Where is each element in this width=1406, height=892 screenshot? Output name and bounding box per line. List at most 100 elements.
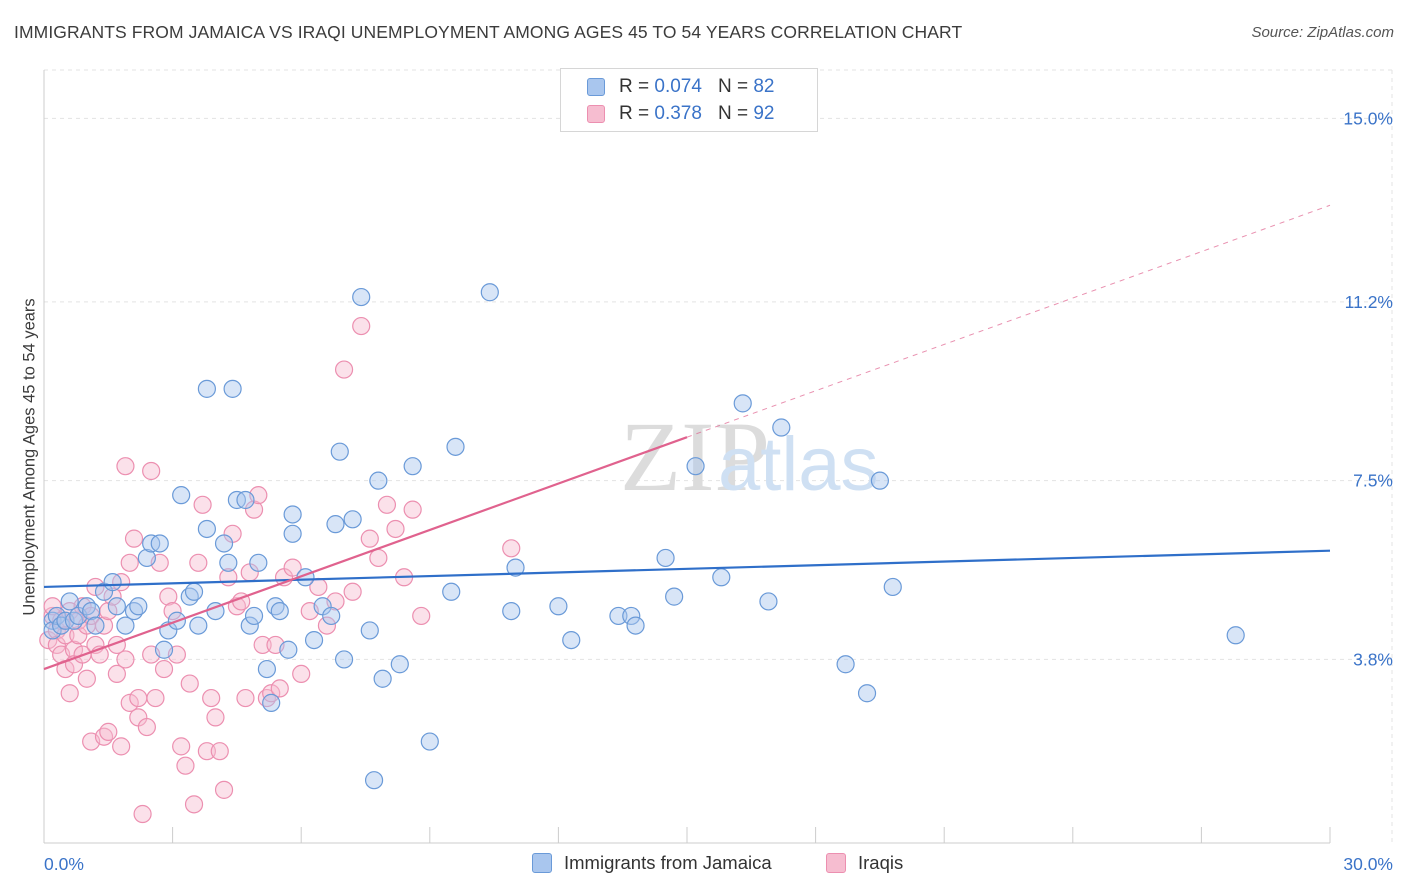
chart-title: IMMIGRANTS FROM JAMAICA VS IRAQI UNEMPLO… bbox=[14, 22, 963, 42]
x-tick-label-min: 0.0% bbox=[44, 854, 84, 874]
jamaica-point bbox=[86, 616, 105, 635]
jamaica-point bbox=[352, 287, 371, 307]
jamaica-point bbox=[304, 630, 324, 650]
jamaica-point bbox=[1226, 626, 1245, 645]
iraqis-point bbox=[124, 529, 144, 548]
jamaica-point bbox=[262, 693, 281, 712]
jamaica-point bbox=[334, 650, 354, 669]
legend-r-value: 0.074 bbox=[654, 76, 702, 97]
iraqis-point bbox=[154, 659, 174, 679]
jamaica-point bbox=[60, 592, 79, 611]
jamaica-point bbox=[116, 616, 135, 635]
jamaica-point bbox=[270, 601, 289, 621]
iraqis-point bbox=[146, 688, 165, 708]
jamaica-point bbox=[214, 534, 234, 553]
jamaica-point bbox=[446, 437, 465, 456]
iraqis-trend-extension bbox=[686, 204, 1331, 438]
legend-item-iraqis: Iraqis bbox=[826, 852, 903, 874]
trend-lines bbox=[43, 204, 1331, 671]
source-label: Source: ZipAtlas.com bbox=[1251, 24, 1394, 41]
iraqis-point bbox=[214, 780, 234, 799]
gridlines bbox=[44, 69, 1393, 843]
iraqis-point bbox=[253, 635, 272, 655]
iraqis-point bbox=[386, 519, 405, 539]
jamaica-point bbox=[172, 486, 191, 505]
axes bbox=[43, 70, 1331, 844]
iraqis-point bbox=[142, 461, 161, 481]
jamaica-point bbox=[189, 616, 208, 635]
jamaica-point bbox=[549, 597, 568, 616]
jamaica-point bbox=[236, 490, 255, 510]
legend-n-value: 82 bbox=[753, 76, 775, 97]
iraqis-trend-line bbox=[43, 436, 688, 671]
iraqis-point bbox=[116, 457, 135, 476]
legend-row-iraqis: R = 0.378 N = 92 bbox=[587, 102, 774, 126]
jamaica-point bbox=[622, 606, 641, 626]
jamaica-point bbox=[442, 582, 461, 601]
jamaica-point bbox=[364, 771, 384, 790]
jamaica-point bbox=[283, 524, 302, 543]
iraqis-point bbox=[77, 669, 96, 688]
legend-row-jamaica: R = 0.074 N = 82 bbox=[587, 75, 774, 99]
jamaica-point bbox=[562, 630, 581, 650]
jamaica-point bbox=[223, 379, 242, 398]
jamaica-point bbox=[257, 659, 277, 679]
iraqis-point bbox=[189, 553, 208, 572]
jamaica-point bbox=[502, 601, 521, 621]
iraqis-point bbox=[412, 606, 431, 626]
iraqis-point bbox=[120, 693, 139, 712]
iraqis-point bbox=[236, 688, 255, 708]
iraqis-point bbox=[176, 756, 195, 775]
legend-n-label: N = bbox=[717, 103, 749, 124]
tick-labels: 3.8% 7.5% 11.2% 15.0% 0.0% 30.0% bbox=[44, 108, 1393, 874]
jamaica-point bbox=[219, 553, 238, 572]
series-iraqis-points bbox=[39, 316, 521, 824]
jamaica-point bbox=[129, 597, 148, 616]
watermark-atlas: atlas bbox=[718, 422, 879, 507]
jamaica-point bbox=[197, 519, 216, 539]
jamaica-point bbox=[656, 548, 675, 568]
iraqis-point bbox=[377, 495, 397, 514]
iraqis-point bbox=[270, 679, 289, 698]
correlation-legend: R = 0.074 N = 82 R = 0.378 N = 92 bbox=[560, 68, 818, 132]
jamaica-point bbox=[154, 640, 174, 659]
y-tick-label: 15.0% bbox=[1343, 108, 1393, 128]
legend-r-value: 0.378 bbox=[654, 103, 702, 124]
iraqis-point bbox=[193, 495, 212, 514]
jamaica-point bbox=[609, 606, 628, 626]
legend-item-jamaica: Immigrants from Jamaica bbox=[532, 852, 772, 874]
jamaica-point bbox=[184, 582, 204, 601]
legend-swatch-jamaica bbox=[532, 853, 552, 873]
iraqis-point bbox=[82, 606, 101, 626]
jamaica-point bbox=[686, 457, 705, 476]
legend-r-label: R = bbox=[619, 76, 650, 97]
iraqis-point bbox=[60, 684, 79, 703]
iraqis-point bbox=[502, 539, 521, 558]
iraqis-point bbox=[180, 674, 199, 693]
iraqis-point bbox=[86, 577, 105, 597]
jamaica-point bbox=[665, 587, 684, 606]
jamaica-point bbox=[369, 471, 388, 490]
y-tick-label: 11.2% bbox=[1345, 292, 1393, 312]
iraqis-point bbox=[43, 597, 62, 616]
iraqis-point bbox=[107, 664, 126, 684]
iraqis-point bbox=[403, 500, 422, 519]
iraqis-point bbox=[99, 722, 118, 741]
jamaica-point bbox=[870, 471, 890, 490]
iraqis-point bbox=[292, 664, 311, 684]
iraqis-point bbox=[184, 795, 204, 814]
legend-label-jamaica: Immigrants from Jamaica bbox=[564, 852, 772, 873]
jamaica-point bbox=[322, 606, 341, 626]
jamaica-point bbox=[857, 684, 877, 703]
legend-n-label: N = bbox=[717, 76, 749, 97]
jamaica-trend-line bbox=[43, 549, 1331, 589]
iraqis-point bbox=[262, 684, 281, 703]
jamaica-point bbox=[420, 732, 439, 751]
jamaica-point bbox=[759, 592, 778, 611]
legend-label-iraqis: Iraqis bbox=[858, 852, 904, 873]
iraqis-point bbox=[206, 708, 225, 727]
jamaica-point bbox=[330, 442, 349, 461]
jamaica-point bbox=[279, 640, 298, 659]
watermark-zip: ZIP bbox=[620, 401, 770, 512]
